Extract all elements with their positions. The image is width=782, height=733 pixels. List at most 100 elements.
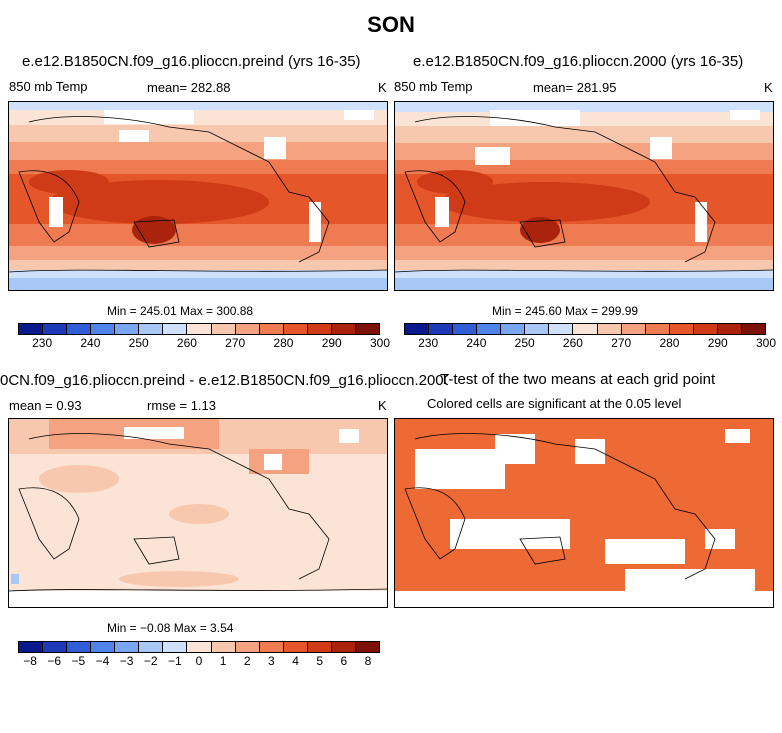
panel-3-mean-label: mean = 0.93 (9, 398, 82, 413)
colorbar-swatch (355, 642, 379, 652)
colorbar-swatch (19, 642, 44, 652)
colorbar-swatch (573, 324, 598, 334)
colorbar-swatch (501, 324, 526, 334)
colorbar-tick-label: 2 (243, 654, 251, 668)
colorbar-swatch (331, 642, 356, 652)
colorbar-swatch (163, 642, 188, 652)
panel-4-map (394, 418, 774, 608)
panel-3-title: 0CN.f09_g16.plioccn.preind - e.e12.B1850… (0, 372, 448, 389)
colorbar-swatch (67, 324, 92, 334)
colorbar-tick-label: 4 (292, 654, 299, 668)
colorbar-swatch (283, 324, 308, 334)
colorbar-tick-label: 280 (273, 336, 294, 350)
panel-1-mean-label: mean= 282.88 (147, 80, 231, 95)
panel-2-units: K (764, 80, 773, 95)
colorbar-tick-label: 1 (219, 654, 227, 668)
colorbar-swatch (67, 642, 92, 652)
figure-title: SON (367, 12, 415, 37)
colorbar-tick-label: 260 (562, 336, 583, 350)
panel-2-colorbar (404, 323, 766, 335)
colorbar-tick-label: 5 (316, 654, 323, 668)
colorbar-tick-label: 230 (32, 336, 53, 350)
panel-2-mean-label: mean= 281.95 (533, 80, 617, 95)
panel-2-colorbar-ticks: 230 240 250 260 270 280 290 300 (404, 336, 776, 350)
colorbar-tick-label: 260 (176, 336, 197, 350)
colorbar-swatch (139, 642, 164, 652)
colorbar-tick-label: 280 (659, 336, 680, 350)
colorbar-swatch (43, 642, 68, 652)
colorbar-tick-label: −1 (168, 654, 182, 668)
colorbar-tick-label: 290 (321, 336, 342, 350)
panel-3-colorbar-ticks: −8 −6 −5 −4 −3 −2 −1 0 1 2 3 4 5 6 8 (18, 654, 378, 668)
colorbar-tick-label: −8 (23, 654, 37, 668)
colorbar-tick-label: 270 (225, 336, 246, 350)
colorbar-swatch (453, 324, 478, 334)
colorbar-swatch (163, 324, 188, 334)
colorbar-tick-label: −3 (119, 654, 134, 668)
colorbar-tick-label: 240 (466, 336, 487, 350)
panel-3-map (8, 418, 388, 608)
colorbar-swatch (91, 324, 116, 334)
colorbar-swatch (307, 324, 332, 334)
colorbar-tick-label: −6 (47, 654, 62, 668)
colorbar-tick-label: 0 (195, 654, 203, 668)
panel-2-title: e.e12.B1850CN.f09_g16.plioccn.2000 (yrs … (413, 53, 744, 70)
colorbar-swatch (139, 324, 164, 334)
panel-1-units: K (378, 80, 387, 95)
colorbar-swatch (235, 324, 260, 334)
panel-1-map (8, 101, 388, 291)
colorbar-tick-label: 8 (364, 654, 372, 668)
colorbar-tick-label: −4 (95, 654, 110, 668)
panel-4-subtitle: Colored cells are significant at the 0.0… (427, 396, 682, 411)
panel-3-units: K (378, 398, 387, 413)
colorbar-tick-label: 290 (707, 336, 728, 350)
colorbar-swatch (307, 642, 332, 652)
panel-2-variable-label: 850 mb Temp (394, 79, 473, 94)
colorbar-tick-label: −2 (143, 654, 158, 668)
colorbar-swatch (211, 642, 236, 652)
panel-4-title: T-test of the two means at each grid poi… (440, 371, 716, 388)
colorbar-swatch (259, 324, 284, 334)
panel-1-colorbar (18, 323, 380, 335)
panel-1-minmax: Min = 245.01 Max = 300.88 (107, 304, 254, 318)
panel-3-minmax: Min = −0.08 Max = 3.54 (107, 621, 234, 635)
panel-1-variable-label: 850 mb Temp (9, 79, 88, 94)
colorbar-swatch (187, 324, 212, 334)
colorbar-swatch (741, 324, 765, 334)
colorbar-swatch (43, 324, 68, 334)
panel-3-rmse-label: rmse = 1.13 (147, 398, 217, 413)
colorbar-swatch (211, 324, 236, 334)
colorbar-tick-label: 3 (268, 654, 275, 668)
colorbar-swatch (355, 324, 379, 334)
colorbar-swatch (259, 642, 284, 652)
colorbar-tick-label: 250 (514, 336, 535, 350)
colorbar-tick-label: −5 (71, 654, 86, 668)
colorbar-swatch (429, 324, 454, 334)
colorbar-swatch (477, 324, 502, 334)
colorbar-tick-label: 250 (128, 336, 149, 350)
colorbar-swatch (717, 324, 742, 334)
colorbar-swatch (597, 324, 622, 334)
colorbar-swatch (235, 642, 260, 652)
panel-1-title: e.e12.B1850CN.f09_g16.plioccn.preind (yr… (22, 53, 361, 70)
colorbar-swatch (645, 324, 670, 334)
colorbar-swatch (187, 642, 212, 652)
colorbar-tick-label: 230 (418, 336, 439, 350)
colorbar-swatch (19, 324, 44, 334)
panel-2-minmax: Min = 245.60 Max = 299.99 (492, 304, 639, 318)
colorbar-swatch (91, 642, 116, 652)
colorbar-tick-label: 6 (340, 654, 348, 668)
panel-2-map (394, 101, 774, 291)
colorbar-tick-label: 270 (611, 336, 632, 350)
colorbar-tick-label: 300 (755, 336, 777, 350)
colorbar-swatch (669, 324, 694, 334)
colorbar-swatch (621, 324, 646, 334)
colorbar-swatch (115, 642, 140, 652)
panel-3-colorbar (18, 641, 380, 653)
colorbar-swatch (549, 324, 574, 334)
panel-1-colorbar-ticks: 230 240 250 260 270 280 290 300 (18, 336, 390, 350)
colorbar-tick-label: 240 (80, 336, 101, 350)
colorbar-swatch (405, 324, 430, 334)
colorbar-swatch (115, 324, 140, 334)
colorbar-swatch (331, 324, 356, 334)
